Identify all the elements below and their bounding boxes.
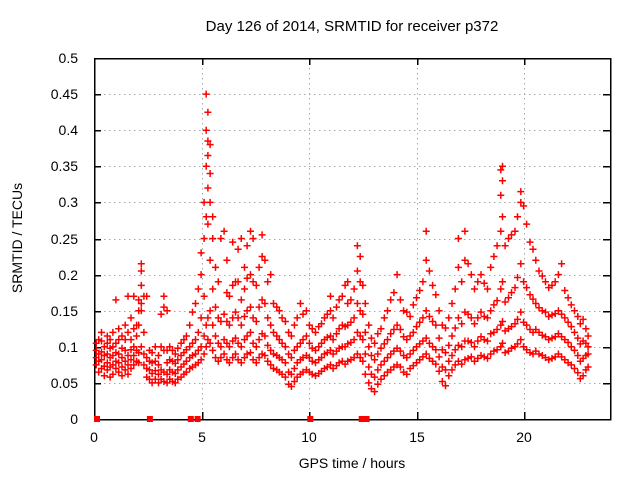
y-tick-label: 0.4 bbox=[59, 122, 79, 138]
y-tick-label: 0.1 bbox=[59, 339, 79, 355]
grid-lines bbox=[94, 58, 610, 419]
axis-ticks bbox=[93, 57, 610, 421]
y-tick-label: 0.05 bbox=[51, 375, 78, 391]
y-tick-label: 0.45 bbox=[51, 86, 78, 102]
baseline-flag-square bbox=[94, 416, 100, 422]
y-axis-label: SRMTID / TECUs bbox=[9, 183, 25, 293]
plot-border bbox=[93, 57, 612, 421]
x-tick-label: 5 bbox=[198, 429, 206, 445]
x-tick-label: 10 bbox=[301, 429, 317, 445]
baseline-flag-square bbox=[363, 416, 370, 422]
x-axis-label: GPS time / hours bbox=[299, 455, 406, 471]
baseline-flag-square bbox=[187, 416, 194, 422]
y-tick-label: 0 bbox=[70, 411, 78, 427]
baseline-flag-square bbox=[358, 416, 365, 422]
y-tick-label: 0.2 bbox=[59, 267, 79, 283]
data-points-srmtid bbox=[92, 90, 592, 396]
data-points-baseline-flags bbox=[94, 416, 370, 422]
x-tick-label: 0 bbox=[90, 429, 98, 445]
y-tick-label: 0.25 bbox=[51, 231, 78, 247]
grid-path bbox=[94, 58, 610, 419]
x-tick-label: 20 bbox=[516, 429, 532, 445]
baseline-flag-square bbox=[146, 416, 153, 422]
baseline-flag-square bbox=[307, 416, 314, 422]
y-tick-label: 0.3 bbox=[59, 194, 79, 210]
srmtid-plus-markers bbox=[92, 90, 592, 396]
baseline-flag-square bbox=[194, 416, 201, 422]
y-tick-label: 0.5 bbox=[59, 50, 79, 66]
chart-title: Day 126 of 2014, SRMTID for receiver p37… bbox=[206, 18, 499, 35]
plot-border-and-ticks bbox=[93, 57, 612, 421]
y-tick-label: 0.35 bbox=[51, 158, 78, 174]
y-tick-label: 0.15 bbox=[51, 303, 78, 319]
x-tick-label: 15 bbox=[409, 429, 425, 445]
tick-labels: 0 5 10 15 20 0 0.05 0.1 0.15 0.2 0.25 0.3 0.35 0.4 0.4… bbox=[51, 50, 532, 445]
